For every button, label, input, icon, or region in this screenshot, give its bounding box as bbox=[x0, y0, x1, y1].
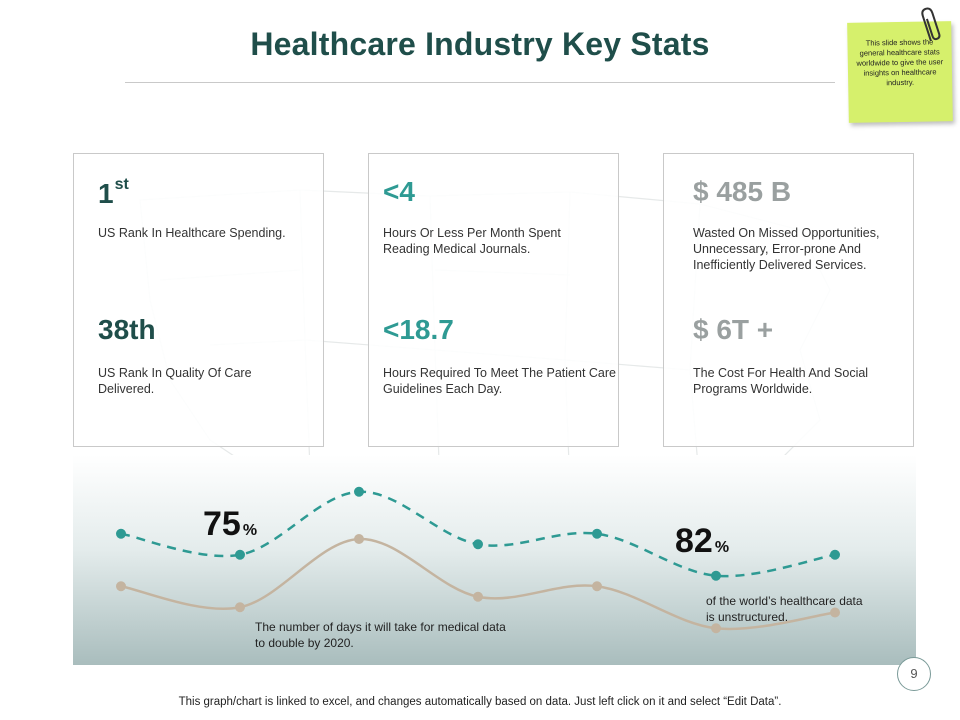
stat-label: Hours Or Less Per Month Spent Reading Me… bbox=[383, 226, 561, 256]
percent-unit: % bbox=[714, 539, 730, 556]
stat-value: <4 bbox=[383, 176, 415, 207]
line-chart[interactable] bbox=[73, 455, 916, 665]
data-point bbox=[235, 549, 245, 560]
stat-value: $ 485 B bbox=[693, 176, 792, 207]
stat-value-suffix: st bbox=[114, 176, 129, 193]
callout-text-left: The number of days it will take for medi… bbox=[255, 620, 506, 650]
data-point bbox=[592, 528, 602, 539]
stat-card-2: <4 Hours Or Less Per Month Spent Reading… bbox=[368, 153, 619, 447]
stat-value: 1st bbox=[98, 176, 129, 209]
data-point bbox=[354, 486, 364, 497]
stat-card-3: $ 485 B Wasted On Missed Opportunities, … bbox=[663, 153, 914, 447]
data-point bbox=[235, 602, 245, 613]
data-point bbox=[473, 539, 483, 550]
stat-label: US Rank In Quality Of Care Delivered. bbox=[98, 366, 252, 396]
callout-value-left: 75% bbox=[203, 505, 258, 543]
callout-value-right: 82% bbox=[675, 522, 730, 560]
page-number: 9 bbox=[897, 657, 931, 691]
stat-label: US Rank In Healthcare Spending. bbox=[98, 226, 286, 240]
data-point bbox=[116, 528, 126, 539]
data-point bbox=[711, 570, 721, 581]
data-point bbox=[592, 581, 602, 592]
stat-card-1: 1st US Rank In Healthcare Spending. 38th… bbox=[73, 153, 324, 447]
data-point bbox=[354, 534, 364, 544]
data-point bbox=[116, 581, 126, 592]
stat-label: The Cost For Health And Social Programs … bbox=[693, 366, 869, 396]
stat-value: $ 6T + bbox=[693, 314, 774, 345]
stat-label: Wasted On Missed Opportunities, Unnecess… bbox=[693, 226, 880, 272]
paperclip-icon bbox=[921, 7, 941, 42]
data-point bbox=[830, 549, 840, 560]
data-point bbox=[473, 591, 483, 602]
stat-label: Hours Required To Meet The Patient Care … bbox=[383, 366, 616, 396]
stat-value: <18.7 bbox=[383, 314, 454, 345]
page-title: Healthcare Industry Key Stats bbox=[250, 26, 710, 62]
data-point bbox=[830, 607, 840, 618]
stat-value: 38th bbox=[98, 314, 156, 345]
percent-unit: % bbox=[242, 522, 258, 539]
callout-text-right: of the world’s healthcare data is unstru… bbox=[706, 594, 863, 624]
chart-background-band bbox=[73, 455, 916, 665]
data-point bbox=[711, 623, 721, 634]
title-divider bbox=[125, 82, 835, 83]
sticky-note-text: This slide shows the general healthcare … bbox=[856, 37, 944, 88]
footer-note: This graph/chart is linked to excel, and… bbox=[178, 696, 782, 708]
